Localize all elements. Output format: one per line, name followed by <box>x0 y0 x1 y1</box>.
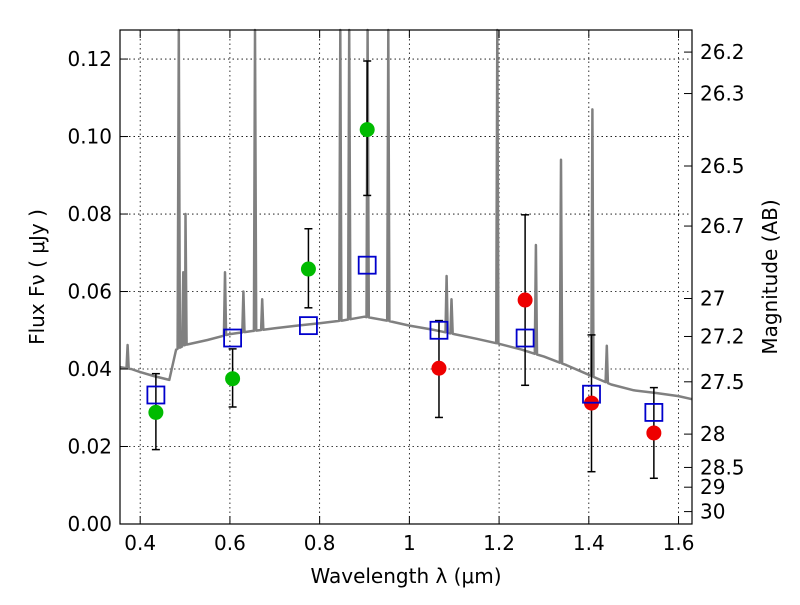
mag-tick-label: 26.5 <box>700 154 745 178</box>
model-square-point <box>299 316 318 336</box>
x-tick-label: 0.8 <box>304 531 336 555</box>
axis-ticks: 0.4 0.6 0.8 1 1.2 1.4 1.6 0.00 0.02 0.04 0.06 0.08 0… <box>67 30 745 555</box>
x-tick-label: 1.4 <box>573 531 605 555</box>
green-data-point <box>359 122 375 138</box>
mag-tick-label: 30 <box>700 500 725 524</box>
y-tick-label: 0.08 <box>67 202 112 226</box>
mag-tick-label: 26.2 <box>700 40 745 64</box>
model-square-point <box>582 384 601 404</box>
error-bars <box>151 60 658 480</box>
mag-tick-label: 28 <box>700 422 725 446</box>
mag-tick-label: 29 <box>700 475 725 499</box>
mag-tick-label: 28.5 <box>700 455 745 479</box>
red-data-point <box>431 360 447 376</box>
y-tick-label: 0.00 <box>67 512 112 536</box>
mag-tick-label: 26.3 <box>700 82 745 106</box>
mag-tick-label: 26.7 <box>700 214 745 238</box>
y-tick-label: 0.12 <box>67 47 112 71</box>
y-tick-label: 0.06 <box>67 280 112 304</box>
model-square-point <box>146 385 166 405</box>
model-square-point <box>223 328 243 348</box>
green-data-point <box>225 371 241 387</box>
x-tick-label: 1.6 <box>663 531 695 555</box>
y-tick-label: 0.02 <box>67 435 112 459</box>
grid-layer <box>120 30 692 525</box>
plot-frame <box>119 29 693 525</box>
x-tick-label: 1 <box>403 531 416 555</box>
data-points <box>146 122 664 441</box>
model-spectrum-line <box>119 28 693 401</box>
y-tick-label: 0.10 <box>67 125 112 149</box>
green-data-point <box>148 404 164 420</box>
model-square-point <box>357 255 377 275</box>
model-square-point <box>515 328 535 348</box>
y-tick-label: 0.04 <box>67 357 112 381</box>
x-tick-label: 0.4 <box>124 531 156 555</box>
mag-tick-label: 27.2 <box>700 324 745 348</box>
mag-tick-label: 27 <box>700 287 725 311</box>
model-spectrum <box>119 28 693 401</box>
x-axis-label: Wavelength λ (μm) <box>310 564 501 588</box>
model-square-point <box>429 320 449 340</box>
x-tick-label: 1.2 <box>483 531 515 555</box>
model-square-point <box>644 403 664 422</box>
green-data-point <box>300 261 316 277</box>
y2-axis-label: Magnitude (AB) <box>758 199 782 354</box>
y-axis-label: Flux Fν ( μJy ) <box>25 209 49 345</box>
red-data-point <box>517 292 533 308</box>
mag-tick-label: 27.5 <box>700 370 745 394</box>
red-data-point <box>646 425 662 441</box>
x-tick-label: 0.6 <box>214 531 246 555</box>
